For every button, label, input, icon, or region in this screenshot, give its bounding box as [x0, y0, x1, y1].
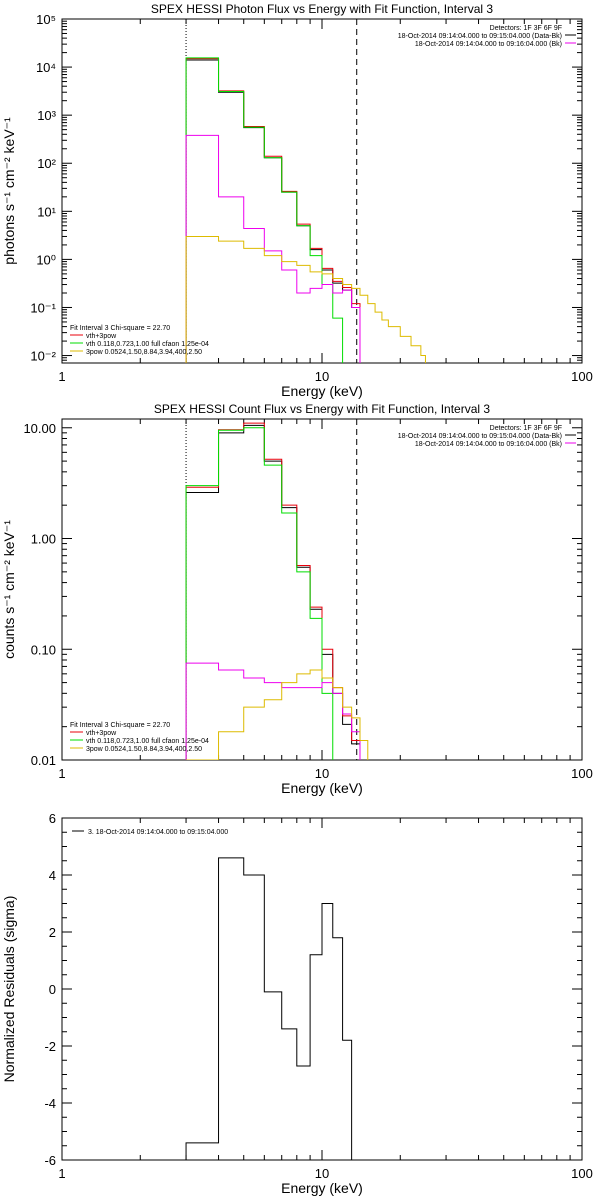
legend-top-right-entry: 18-Oct-2014 09:14:04.000 to 09:15:04.000…: [398, 433, 562, 440]
series-3pow: [185, 662, 361, 760]
x-tick-label: 100: [571, 369, 593, 384]
plot-frame: [61, 418, 583, 761]
legend-bottom-left-entry: vth 0.118,0.723,1.00 full cfaon 1.25e-04: [86, 341, 209, 348]
series-residuals: [185, 857, 360, 1160]
legend-top-right-entry: Detectors: 1F 3F 6F 9F: [490, 425, 562, 432]
chart-title: SPEX HESSI Photon Flux vs Energy with Fi…: [151, 2, 493, 16]
y-tick-label: 2: [49, 925, 56, 940]
residuals-panel: 1 10 100 Energy (keV) -6 -4 -2 0 2 4 6 Normalized R…: [1, 811, 593, 1196]
x-tick-label: 10: [315, 766, 329, 781]
x-axis-label: Energy (keV): [281, 1180, 363, 1196]
y-tick-label: 10³: [37, 108, 56, 123]
x-tick-label: 100: [571, 766, 593, 781]
series-background: [186, 669, 369, 760]
y-axis-label: counts s⁻¹ cm⁻² keV⁻¹: [1, 520, 17, 659]
legend-top-right-entry: 18-Oct-2014 09:14:04.000 to 09:16:04.000…: [415, 41, 562, 48]
series-vth: [185, 427, 334, 760]
y-tick-label: 10⁵: [36, 12, 56, 27]
x-tick-label: 1: [58, 369, 65, 384]
legend-top-right-entry: Detectors: 1F 3F 6F 9F: [490, 25, 562, 32]
chart-title: SPEX HESSI Count Flux vs Energy with Fit…: [154, 402, 490, 416]
y-tick-label: 10⁻²: [30, 349, 56, 364]
legend-bottom-left-entry: 3pow 0.0524,1.50,8.84,3.94,400,2.50: [86, 746, 202, 753]
y-tick-label: 4: [49, 868, 56, 883]
legend-bottom-left-entry: vth+3pow: [86, 730, 117, 737]
x-tick-label: 10: [315, 369, 329, 384]
x-tick-label: 1: [58, 766, 65, 781]
plot-frame: [61, 18, 583, 364]
y-tick-label: 10⁻¹: [30, 300, 56, 315]
x-axis-label: Energy (keV): [281, 780, 363, 796]
y-tick-label: 0.01: [31, 753, 56, 768]
plot-area: [185, 422, 369, 760]
y-tick-label: 6: [49, 811, 56, 826]
series-background: [185, 235, 426, 363]
y-tick-label: 10⁰: [36, 252, 56, 267]
legend-top-right-entry: 18-Oct-2014 09:14:04.000 to 09:16:04.000…: [415, 441, 562, 448]
legend-bottom-left-entry: Fit Interval 3 Chi-square = 22.70: [70, 722, 170, 729]
legend-bottom-left-entry: vth 0.118,0.723,1.00 full cfaon 1.25e-04: [86, 738, 209, 745]
y-axis-label: Normalized Residuals (sigma): [1, 896, 17, 1083]
series-vth-3pow: [185, 58, 361, 363]
x-tick-label: 100: [571, 1166, 593, 1181]
count-flux-panel: SPEX HESSI Count Flux vs Energy with Fit…: [1, 402, 593, 796]
x-axis-label: Energy (keV): [281, 383, 363, 399]
series-vth: [185, 57, 344, 363]
photon-flux-panel: SPEX HESSI Photon Flux vs Energy with Fi…: [1, 2, 593, 399]
y-tick-label: 10²: [37, 156, 56, 171]
y-tick-label: 1.00: [31, 532, 56, 547]
y-tick-label: 10.00: [23, 421, 56, 436]
y-tick-label: 10⁴: [36, 60, 56, 75]
plot-area: [185, 57, 426, 363]
y-tick-label: 10¹: [37, 204, 56, 219]
y-tick-label: -4: [44, 1096, 56, 1111]
y-tick-label: -2: [44, 1039, 56, 1054]
x-tick-label: 10: [315, 1166, 329, 1181]
plot-area: [185, 857, 360, 1160]
legend-bottom-left-entry: Fit Interval 3 Chi-square = 22.70: [70, 325, 170, 332]
y-tick-label: 0: [49, 982, 56, 997]
y-axis-label: photons s⁻¹ cm⁻² keV⁻¹: [1, 117, 17, 265]
legend-bottom-left-entry: 3pow 0.0524,1.50,8.84,3.94,400,2.50: [86, 349, 202, 356]
series-data: [185, 59, 361, 363]
series-3pow: [185, 134, 361, 363]
series-vth-3pow: [185, 422, 361, 760]
legend-top-right-entry: 18-Oct-2014 09:14:04.000 to 09:15:04.000…: [398, 33, 562, 40]
plot-frame: [61, 817, 583, 1161]
series-data: [185, 424, 361, 760]
y-tick-label: -6: [44, 1153, 56, 1168]
y-tick-label: 0.10: [31, 642, 56, 657]
legend-top-left-entry: 3. 18-Oct-2014 09:14:04.000 to 09:15:04.…: [88, 829, 228, 836]
x-tick-label: 1: [58, 1166, 65, 1181]
legend-bottom-left-entry: vth+3pow: [86, 333, 117, 340]
